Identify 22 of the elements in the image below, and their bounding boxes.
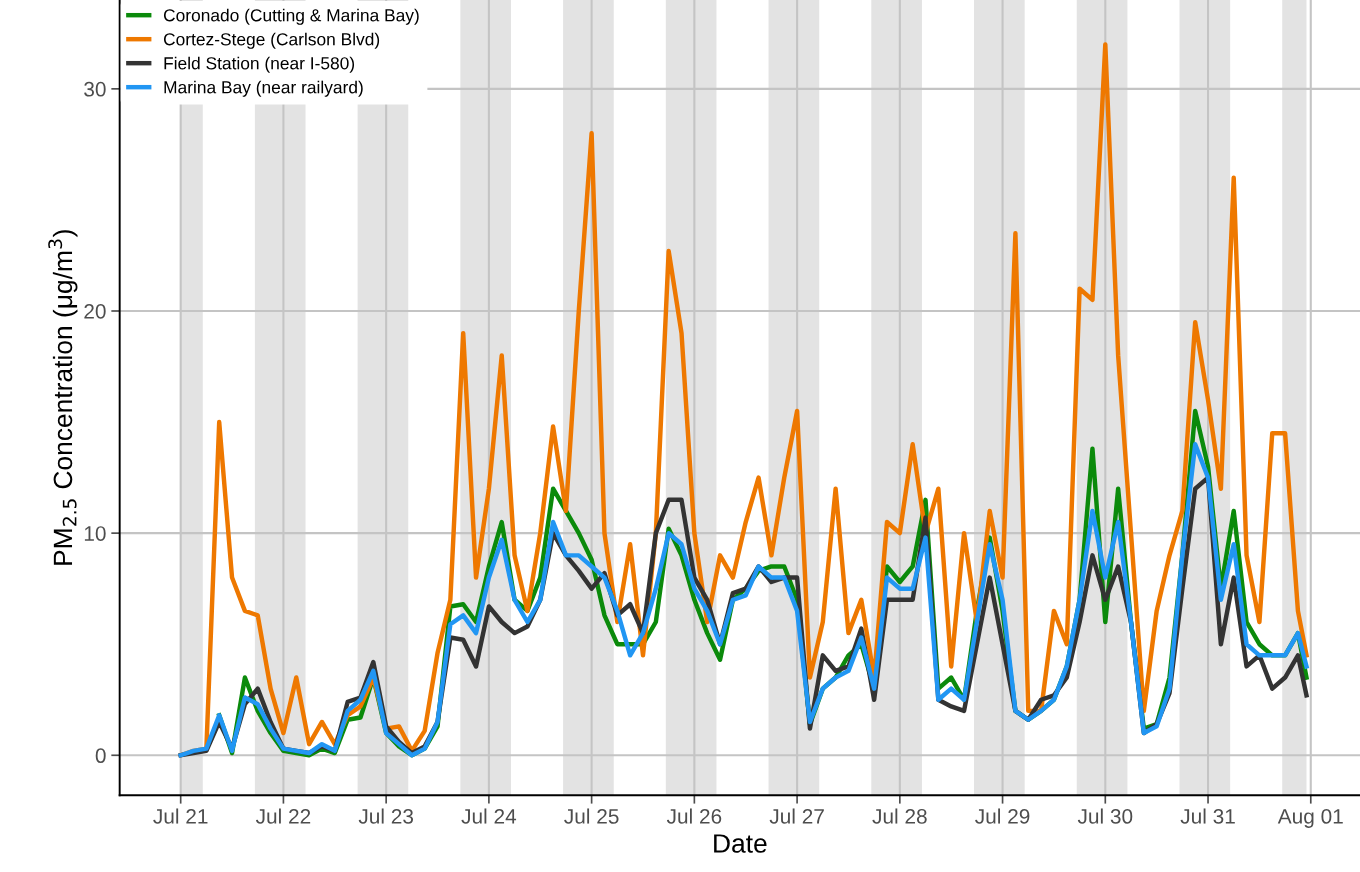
x-tick-label: Jul 21 [153,808,208,824]
legend-label: Coronado (Cutting & Marina Bay) [163,8,419,25]
x-tick-label: Jul 27 [769,808,824,824]
legend-label: Field Station (near I-580) [164,56,355,73]
x-tick-label: Jul 23 [358,808,414,824]
y-tick-label: 0 [95,748,106,764]
x-tick-label: Jul 30 [1077,808,1133,824]
x-tick-label: Jul 26 [666,808,722,824]
y-axis-title: PM$_{2.5}$ Concentration (μg/m$^{3}$) [48,230,78,565]
y-tick-label: 20 [84,304,106,319]
x-tick-label: Jul 29 [975,808,1030,824]
y-tick-label: 30 [84,81,106,97]
x-tick-label: Jul 31 [1180,808,1235,824]
legend-label: Marina Bay (near railyard) [164,80,363,97]
x-tick-label: Aug 01 [1277,809,1343,828]
x-tick-label: Jul 24 [461,808,517,824]
x-tick-label: Jul 28 [872,808,927,824]
x-tick-label: Jul 22 [255,808,311,824]
y-tick-label: 10 [84,526,106,541]
x-tick-label: Jul 25 [564,808,619,824]
x-axis-title: Date [714,834,767,853]
legend-label: Cortez-Stege (Carlson Blvd) [163,32,380,49]
